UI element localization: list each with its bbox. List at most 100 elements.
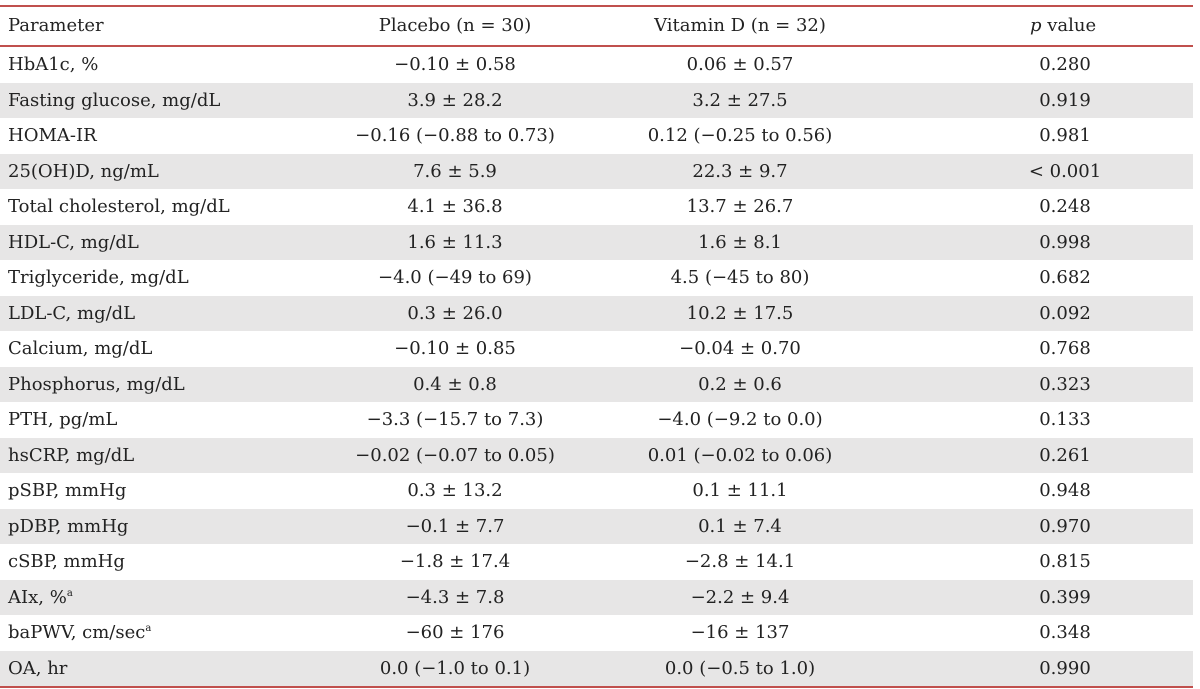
cell-p-value: 0.280	[1039, 54, 1091, 75]
cell-vitamin-d: 0.2 ± 0.6	[698, 373, 782, 395]
parameter-text: hsCRP, mg/dL	[8, 444, 135, 466]
header-parameter: Parameter	[8, 15, 104, 36]
table-row: LDL-C, mg/dL 0.3 ± 26.0 10.2 ± 17.5 0.092	[0, 295, 1193, 332]
cell-vitamin-d: 0.1 ± 11.1	[692, 480, 788, 501]
cell-p-value: 0.919	[1039, 89, 1091, 111]
cell-parameter: PTH, pg/mL	[8, 402, 117, 438]
cell-placebo: −4.0 (−49 to 69)	[378, 267, 532, 288]
table-row: AIx, %a −4.3 ± 7.8 −2.2 ± 9.4 0.399	[0, 579, 1193, 616]
cell-placebo: 0.3 ± 13.2	[407, 480, 503, 501]
cell-parameter: pDBP, mmHg	[8, 509, 128, 545]
cell-vitamin-d: 0.1 ± 7.4	[698, 515, 782, 537]
cell-parameter: HOMA-IR	[8, 118, 97, 154]
cell-vitamin-d: −2.8 ± 14.1	[684, 551, 796, 572]
cell-vitamin-d: 0.0 (−0.5 to 1.0)	[664, 657, 816, 679]
cell-p-value: < 0.001	[1028, 160, 1102, 182]
cell-placebo: −0.10 ± 0.58	[394, 54, 516, 75]
table-row: HDL-C, mg/dL 1.6 ± 11.3 1.6 ± 8.1 0.998	[0, 224, 1193, 261]
cell-placebo: −0.10 ± 0.85	[394, 338, 516, 359]
cell-p-value: 0.768	[1039, 338, 1091, 359]
cell-placebo: 4.1 ± 36.8	[407, 196, 503, 217]
cell-p-value: 0.348	[1039, 622, 1091, 643]
cell-vitamin-d: −4.0 (−9.2 to 0.0)	[657, 409, 823, 430]
cell-parameter: baPWV, cm/seca	[8, 615, 151, 651]
table-row: OA, hr 0.0 (−1.0 to 0.1) 0.0 (−0.5 to 1.0)…	[0, 650, 1193, 687]
header-p-value: p value	[1030, 7, 1180, 45]
cell-placebo: 7.6 ± 5.9	[413, 160, 497, 182]
cell-placebo: −0.16 (−0.88 to 0.73)	[355, 125, 555, 146]
table-row: Calcium, mg/dL −0.10 ± 0.85 −0.04 ± 0.70 0.…	[0, 331, 1193, 367]
cell-vitamin-d: 4.5 (−45 to 80)	[670, 267, 810, 288]
cell-parameter: HDL-C, mg/dL	[8, 225, 139, 261]
cell-p-value: 0.133	[1039, 409, 1091, 430]
parameter-text: PTH, pg/mL	[8, 409, 118, 430]
cell-vitamin-d: 13.7 ± 26.7	[686, 196, 794, 217]
parameter-text: HDL-C, mg/dL	[8, 231, 139, 253]
cell-vitamin-d: −2.2 ± 9.4	[690, 586, 790, 608]
cell-placebo: −3.3 (−15.7 to 7.3)	[366, 409, 544, 430]
cell-placebo: −60 ± 176	[405, 622, 505, 643]
cell-p-value: 0.682	[1039, 267, 1091, 288]
parameter-text: pSBP, mmHg	[8, 480, 127, 501]
parameter-text: Phosphorus, mg/dL	[8, 373, 185, 395]
cell-parameter: Triglyceride, mg/dL	[8, 260, 189, 296]
footnote-marker: a	[66, 587, 73, 599]
table-row: pDBP, mmHg −0.1 ± 7.7 0.1 ± 7.4 0.970	[0, 508, 1193, 545]
cell-parameter: AIx, %a	[8, 580, 73, 616]
cell-parameter: pSBP, mmHg	[8, 473, 126, 509]
cell-parameter: Fasting glucose, mg/dL	[8, 83, 220, 119]
cell-p-value: 0.248	[1039, 196, 1091, 217]
parameter-text: pDBP, mmHg	[8, 515, 129, 537]
parameter-text: HOMA-IR	[8, 125, 97, 146]
parameter-text: HbA1c, %	[8, 54, 99, 75]
cell-parameter: hsCRP, mg/dL	[8, 438, 134, 474]
cell-vitamin-d: 1.6 ± 8.1	[698, 231, 782, 253]
cell-parameter: LDL-C, mg/dL	[8, 296, 135, 332]
cell-placebo: −1.8 ± 17.4	[399, 551, 511, 572]
table-row: baPWV, cm/seca −60 ± 176 −16 ± 137 0.348	[0, 615, 1193, 651]
cell-p-value: 0.948	[1039, 480, 1091, 501]
parameter-text: Total cholesterol, mg/dL	[8, 196, 230, 217]
cell-vitamin-d: 10.2 ± 17.5	[686, 302, 794, 324]
cell-parameter: 25(OH)D, ng/mL	[8, 154, 159, 190]
cell-parameter: Calcium, mg/dL	[8, 331, 152, 367]
cell-parameter: Total cholesterol, mg/dL	[8, 189, 230, 225]
cell-p-value: 0.261	[1039, 444, 1091, 466]
cell-vitamin-d: 3.2 ± 27.5	[692, 89, 788, 111]
header-p-italic: p	[1030, 15, 1042, 36]
cell-parameter: HbA1c, %	[8, 47, 98, 83]
parameter-text: AIx, %	[8, 586, 67, 608]
parameter-text: 25(OH)D, ng/mL	[8, 160, 159, 182]
cell-placebo: 0.0 (−1.0 to 0.1)	[379, 657, 531, 679]
table-row: Phosphorus, mg/dL 0.4 ± 0.8 0.2 ± 0.6 0.323	[0, 366, 1193, 402]
cell-parameter: cSBP, mmHg	[8, 544, 125, 580]
cell-p-value: 0.970	[1039, 515, 1091, 537]
bottom-rule	[0, 686, 1193, 688]
parameter-text: LDL-C, mg/dL	[8, 302, 136, 324]
cell-vitamin-d: −16 ± 137	[690, 622, 790, 643]
cell-p-value: 0.323	[1039, 373, 1091, 395]
cell-placebo: 3.9 ± 28.2	[407, 89, 503, 111]
table-row: cSBP, mmHg −1.8 ± 17.4 −2.8 ± 14.1 0.815	[0, 544, 1193, 580]
header-p-rest: value	[1041, 15, 1097, 36]
cell-placebo: 0.4 ± 0.8	[413, 373, 497, 395]
header-placebo: Placebo (n = 30)	[378, 15, 532, 36]
cell-placebo: −0.1 ± 7.7	[405, 515, 505, 537]
cell-vitamin-d: 0.12 (−0.25 to 0.56)	[647, 125, 833, 146]
table-header-row: Parameter Placebo (n = 30) Vitamin D (n …	[0, 7, 1193, 45]
parameter-text: Calcium, mg/dL	[8, 338, 153, 359]
table-row: HOMA-IR −0.16 (−0.88 to 0.73) 0.12 (−0.25 …	[0, 118, 1193, 154]
table-row: Triglyceride, mg/dL −4.0 (−49 to 69) 4.5 (…	[0, 260, 1193, 296]
cell-p-value: 0.815	[1039, 551, 1091, 572]
cell-p-value: 0.998	[1039, 231, 1091, 253]
cell-vitamin-d: 22.3 ± 9.7	[692, 160, 788, 182]
cell-placebo: −0.02 (−0.07 to 0.05)	[355, 444, 555, 466]
cell-parameter: OA, hr	[8, 651, 67, 687]
parameter-text: cSBP, mmHg	[8, 551, 125, 572]
results-table: Parameter Placebo (n = 30) Vitamin D (n …	[0, 5, 1193, 688]
top-rule	[0, 5, 1193, 7]
footnote-marker: a	[145, 623, 152, 634]
table-row: PTH, pg/mL −3.3 (−15.7 to 7.3) −4.0 (−9.2 …	[0, 402, 1193, 438]
table-body: HbA1c, % −0.10 ± 0.58 0.06 ± 0.57 0.280 Fast…	[0, 47, 1193, 686]
table-row: Total cholesterol, mg/dL 4.1 ± 36.8 13.7 ±…	[0, 189, 1193, 225]
